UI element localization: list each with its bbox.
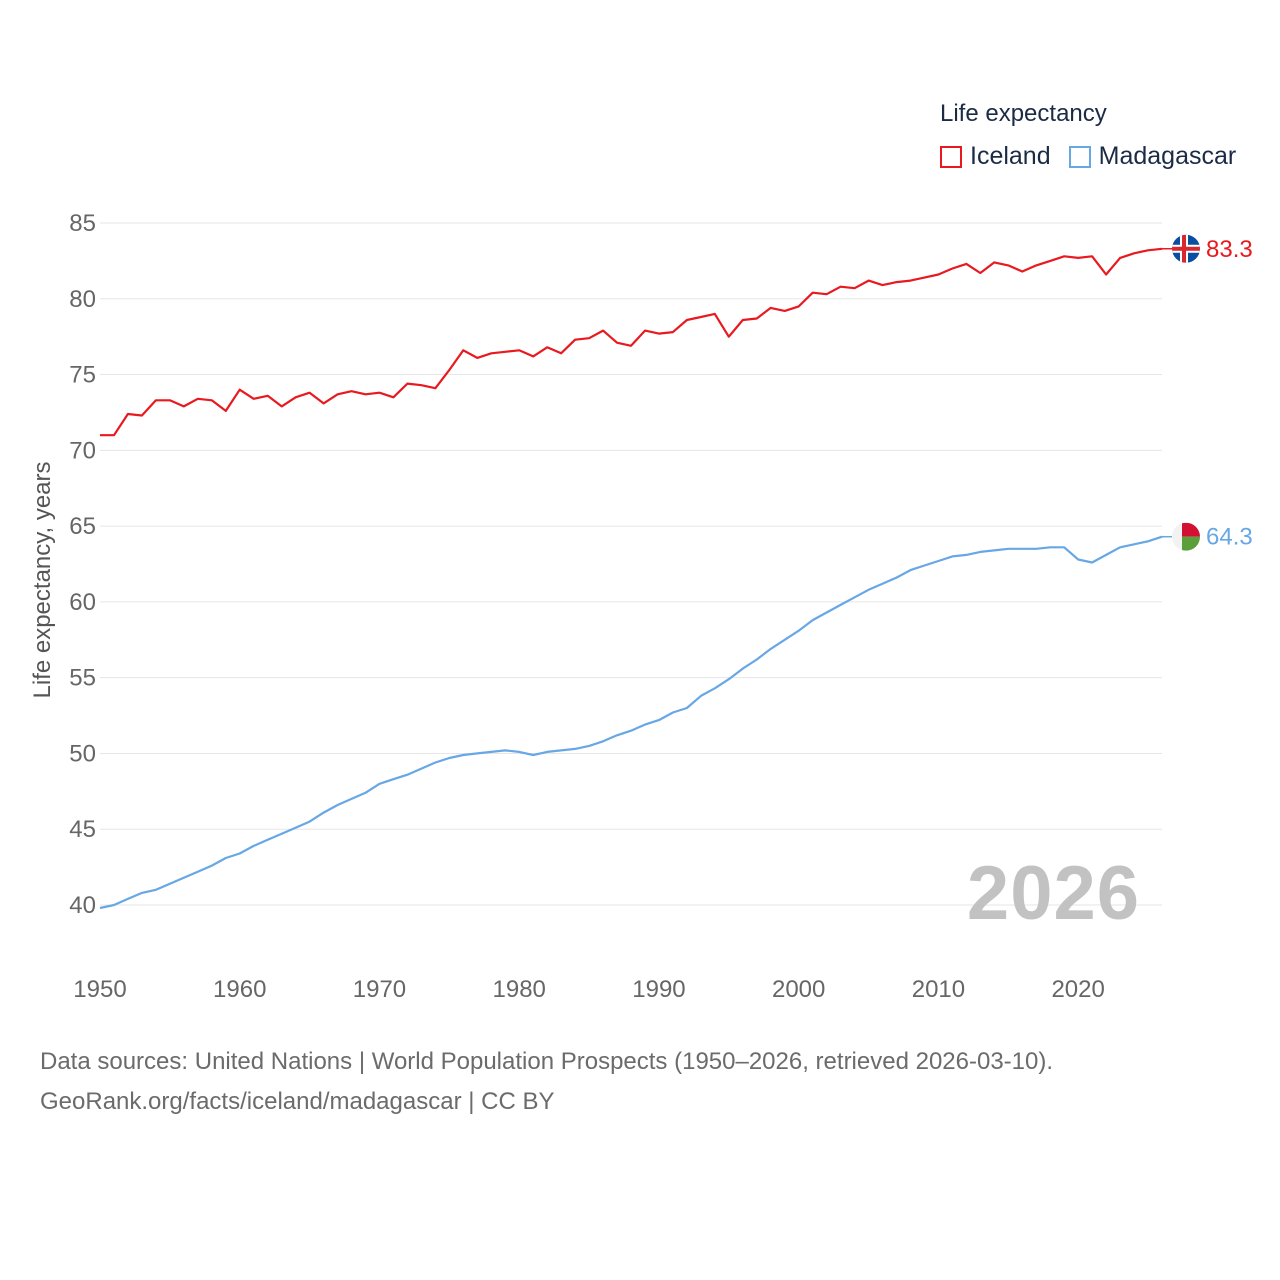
end-value-labels: 83.3 64.3: [1206, 236, 1253, 551]
year-label: 2026: [966, 851, 1140, 936]
y-tick-label-85: 85: [69, 210, 96, 237]
series-line-madagascar[interactable]: [99, 535, 1163, 910]
x-tick-label-2020: 2020: [1051, 976, 1104, 1003]
x-tick-label-2010: 2010: [912, 976, 965, 1003]
y-tick-label-45: 45: [69, 816, 96, 843]
x-axis-ticks: 1950 1960 1970 1980 1990 2000 2010 2020: [73, 976, 1105, 1003]
y-tick-label-65: 65: [69, 513, 96, 540]
y-tick-label-60: 60: [69, 589, 96, 616]
x-tick-label-1960: 1960: [213, 976, 266, 1003]
y-axis-title: Life expectancy, years: [29, 461, 56, 698]
legend-title: Life expectancy: [940, 100, 1107, 127]
y-tick-label-40: 40: [69, 892, 96, 919]
legend-swatch-iceland: [940, 145, 962, 168]
y-axis-ticks: 40 45 50 55 60 65 70 75 80 85: [69, 210, 96, 919]
x-tick-label-1980: 1980: [493, 976, 546, 1003]
legend-label-iceland: Iceland: [970, 142, 1051, 170]
legend-item-iceland[interactable]: Iceland: [940, 142, 1051, 171]
end-label-iceland: 83.3: [1206, 236, 1253, 263]
legend-label-madagascar: Madagascar: [1098, 142, 1237, 170]
grid-lines: [100, 222, 1162, 906]
x-tick-label-2000: 2000: [772, 976, 825, 1003]
y-tick-label-70: 70: [69, 437, 96, 464]
series-line-iceland[interactable]: [100, 247, 1163, 437]
footer: Data sources: United Nations | World Pop…: [40, 1042, 1053, 1122]
legend: Iceland Madagascar: [940, 142, 1254, 171]
footer-sources: Data sources: United Nations | World Pop…: [40, 1048, 1054, 1075]
end-markers: [1172, 234, 1200, 551]
footer-link[interactable]: GeoRank.org/facts/iceland/madagascar | C…: [40, 1088, 555, 1115]
x-tick-label-1970: 1970: [353, 976, 406, 1003]
y-tick-label-80: 80: [69, 286, 96, 313]
x-tick-label-1990: 1990: [632, 976, 685, 1003]
y-tick-label-55: 55: [69, 665, 96, 692]
y-tick-label-50: 50: [69, 740, 96, 767]
y-tick-label-75: 75: [69, 362, 96, 389]
legend-swatch-madagascar: [1068, 145, 1091, 168]
iceland-flag-icon: [1172, 234, 1200, 263]
madagascar-flag-icon: [1172, 522, 1200, 551]
x-tick-label-1950: 1950: [73, 976, 126, 1003]
legend-item-madagascar[interactable]: Madagascar: [1068, 142, 1237, 171]
end-label-madagascar: 64.3: [1206, 524, 1253, 551]
series-lines[interactable]: [99, 247, 1174, 910]
